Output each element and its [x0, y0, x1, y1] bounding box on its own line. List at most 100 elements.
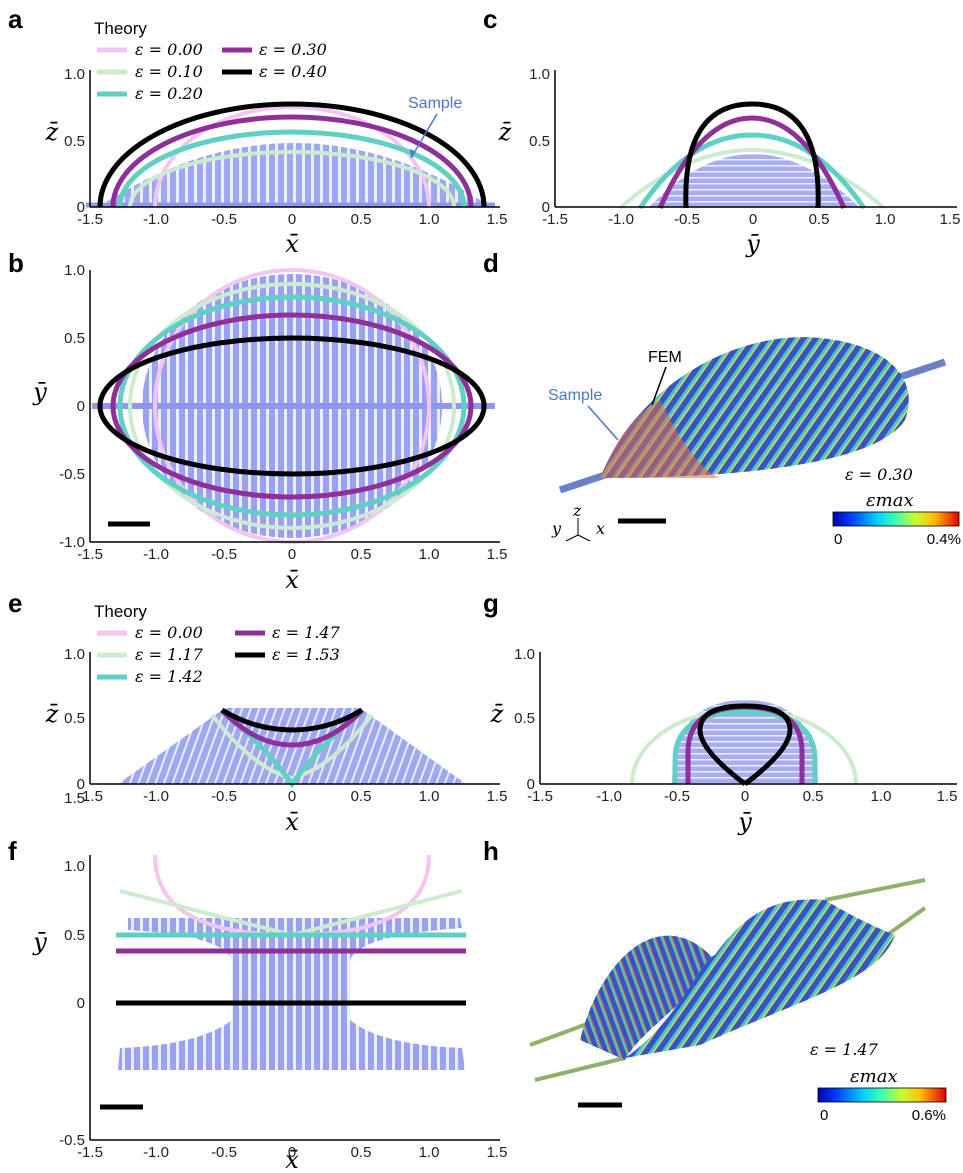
cbar-title-h: εmax	[850, 1066, 898, 1087]
x-tick-e-1: -1.0	[143, 788, 169, 805]
x-tick-b-0: -1.5	[77, 546, 103, 563]
x-tick-b-6: 1.5	[487, 546, 508, 563]
y-tick-g-2: 1.0	[514, 646, 535, 663]
panel-label-c: c	[483, 4, 497, 34]
eps-label-d: ε = 0.30	[845, 465, 913, 484]
fem-rod-left2-h	[534, 1056, 626, 1082]
x-tick-f-5: 1.0	[419, 1144, 440, 1161]
y-tick-a-0: 0	[77, 199, 85, 216]
legend-text-a-0: ε = 0.00	[135, 40, 203, 59]
x-tick-a-4: 0.5	[351, 211, 372, 228]
cbar-min-h: 0	[820, 1107, 828, 1124]
sample-arrow-a	[410, 113, 438, 159]
x-tick-g-3: 0	[741, 788, 749, 805]
x-tick-b-2: -0.5	[211, 546, 237, 563]
sample-c	[648, 154, 860, 208]
x-ticks-a: -1.5 -1.0 -0.5 0 0.5 1.0 1.5	[77, 211, 507, 228]
y-tick-g-1: 0.5	[514, 710, 535, 727]
y-tick-f-1: 0	[77, 995, 85, 1012]
x-tick-f-0: -1.5	[77, 1144, 103, 1161]
colorbar-h	[817, 1087, 947, 1103]
axis-x-d: x	[596, 519, 605, 538]
x-label-a: x̄	[285, 230, 299, 258]
y-ticks-e: 0 0.5 1.0	[64, 646, 85, 793]
x-label-f: x̄	[285, 1146, 299, 1173]
fem-arrow-d	[651, 366, 667, 406]
x-tick-g-0: -1.5	[527, 788, 553, 805]
x-tick-c-4: 0.5	[809, 211, 830, 228]
eps-label-h: ε = 1.47	[810, 1040, 879, 1059]
sample-g	[672, 700, 818, 784]
x-tick-a-6: 1.5	[487, 211, 508, 228]
y-tick-c-1: 0.5	[529, 133, 550, 150]
y-tick-a-2: 1.0	[64, 66, 85, 83]
cbar-min-d: 0	[834, 531, 842, 548]
y-tick-e-2: 1.0	[64, 646, 85, 663]
panel-f: f -1.5 -1.0 -0.5 0 0.5 1.0 1.5 -0.5 0 0.…	[8, 790, 507, 1173]
x-tick-b-4: 0.5	[351, 546, 372, 563]
legend-e: ε = 0.00 ε = 1.17 ε = 1.42 ε = 1.47 ε = …	[97, 623, 341, 686]
y-ticks-c: 0 0.5 1.0	[529, 66, 550, 216]
legend-text-a-2: ε = 0.20	[135, 84, 203, 103]
x-tick-g-1: -1.0	[596, 788, 622, 805]
x-tick-e-3: 0	[288, 788, 296, 805]
panel-label-f: f	[8, 836, 17, 866]
axis-y-d: y	[551, 519, 562, 538]
y-tick-f-0: -0.5	[59, 1132, 85, 1149]
y-label-e: z̄	[45, 700, 59, 728]
y-label-f: ȳ	[32, 928, 47, 956]
x-tick-b-3: 0	[288, 546, 296, 563]
colorbar-d	[832, 511, 960, 527]
legend-text-e-0: ε = 0.00	[135, 623, 203, 642]
x-ticks-b: -1.5 -1.0 -0.5 0 0.5 1.0 1.5	[77, 546, 507, 563]
x-tick-f-3: 0	[288, 1144, 296, 1161]
theory-curves-a	[97, 101, 487, 208]
fem-label-d: FEM	[648, 349, 682, 366]
y-tick-b-3: 0.5	[64, 330, 85, 347]
x-tick-f-4: 0.5	[351, 1144, 372, 1161]
x-tick-c-5: 1.0	[875, 211, 896, 228]
y-tick-a-1: 0.5	[64, 133, 85, 150]
x-tick-g-5: 1.0	[871, 788, 892, 805]
y-ticks-f: -0.5 0 0.5 1.0 1.5	[59, 790, 85, 1149]
legend-text-e-1: ε = 1.17	[135, 645, 204, 664]
x-tick-c-2: -0.5	[674, 211, 700, 228]
y-tick-c-2: 1.0	[529, 66, 550, 83]
panel-c: c -1.5 -1.0 -0.5 0 0.5 1.0 1.5 0 0.5 1.0…	[483, 4, 960, 258]
panel-d: d FEM Sample ε = 0.30 εmax 0 0.4% z y x	[483, 248, 961, 548]
x-ticks-e: -1.5 -1.0 -0.5 0 0.5 1.0 1.5	[77, 788, 507, 805]
panel-label-d: d	[483, 248, 499, 278]
x-label-b: x̄	[285, 566, 299, 594]
cbar-max-h: 0.6%	[912, 1107, 946, 1124]
panel-g: g -1.5 -1.0 -0.5 0 0.5 1.0 1.5 0 0.5 1.0…	[483, 588, 957, 836]
sample-label-d: Sample	[548, 387, 602, 404]
x-ticks-f: -1.5 -1.0 -0.5 0 0.5 1.0 1.5	[77, 1144, 507, 1161]
x-tick-a-2: -0.5	[211, 211, 237, 228]
y-tick-b-4: 1.0	[64, 262, 85, 279]
x-tick-c-3: 0	[749, 211, 757, 228]
x-tick-b-5: 1.0	[419, 546, 440, 563]
x-tick-g-4: 0.5	[803, 788, 824, 805]
x-tick-g-6: 1.5	[937, 788, 958, 805]
y-tick-c-0: 0	[542, 199, 550, 216]
x-tick-e-5: 1.0	[419, 788, 440, 805]
y-tick-e-1: 0.5	[64, 710, 85, 727]
x-ticks-c: -1.5 -1.0 -0.5 0 0.5 1.0 1.5	[542, 211, 960, 228]
y-tick-g-0: 0	[527, 776, 535, 793]
legend-text-a-4: ε = 0.40	[259, 62, 327, 81]
legend-text-e-4: ε = 1.53	[272, 645, 340, 664]
panel-label-e: e	[8, 588, 22, 618]
y-tick-b-0: -1.0	[59, 534, 85, 551]
y-tick-f-3: 1.0	[64, 858, 85, 875]
theory-curves-f	[116, 854, 466, 1006]
panel-label-b: b	[8, 248, 24, 278]
x-tick-e-6: 1.5	[487, 788, 508, 805]
panel-label-h: h	[483, 836, 499, 866]
y-ticks-g: 0 0.5 1.0	[514, 646, 535, 793]
legend-text-a-1: ε = 0.10	[135, 62, 203, 81]
sample-arrow-d	[587, 405, 619, 441]
x-tick-c-0: -1.5	[542, 211, 568, 228]
panel-e: e -1.5 -1.0 -0.5 0 0.5 1.0 1.5 0 0.5 1.0…	[8, 588, 507, 836]
y-label-g: z̄	[490, 700, 504, 728]
